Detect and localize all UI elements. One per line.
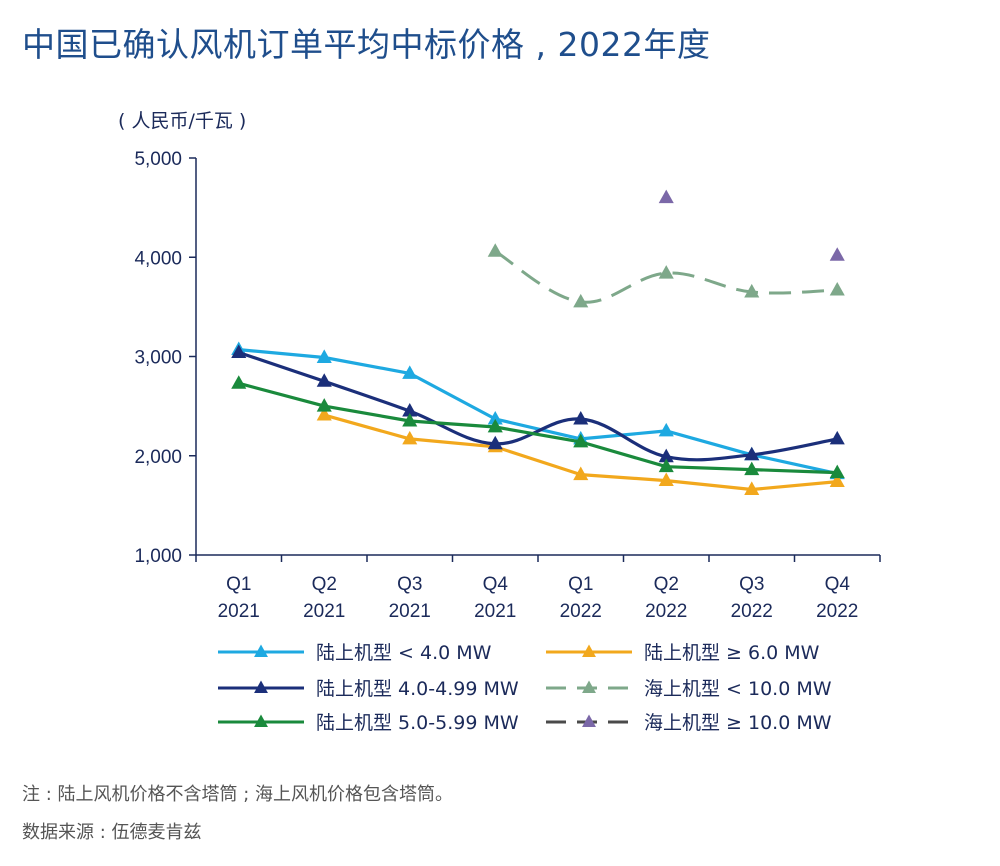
data-point-marker: [829, 473, 845, 488]
data-point-marker: [658, 265, 674, 279]
legend-marker: [582, 644, 596, 658]
data-point-marker: [316, 398, 332, 412]
x-tick-label-year: 2022: [731, 601, 773, 622]
legend-marker: [254, 680, 268, 694]
data-point-marker: [487, 418, 503, 433]
legend-label: 海上机型 < 10.0 MW: [644, 678, 832, 700]
data-point-marker: [487, 243, 503, 257]
legend-marker: [582, 714, 596, 728]
series-line: [494, 250, 838, 304]
legend-label: 陆上机型 ≥ 6.0 MW: [644, 642, 820, 664]
data-point-marker: [573, 433, 589, 448]
series-line: [238, 381, 838, 475]
line-chart: 1,000 2,000 3,000 4,000 5,000 Q1 2021 Q2 2021 Q3 2…: [134, 149, 881, 734]
legend-label: 陆上机型 5.0-5.99 MW: [316, 712, 519, 734]
y-tick-label: 3,000: [134, 348, 182, 369]
data-point-marker: [316, 349, 332, 363]
legend-label: 陆上机型 < 4.0 MW: [316, 642, 492, 664]
legend-label: 陆上机型 4.0-4.99 MW: [316, 678, 519, 700]
data-point-marker: [744, 283, 760, 298]
y-axis-unit-label: ( 人民币/千瓦 ): [118, 110, 247, 132]
data-point-marker: [487, 410, 503, 425]
series-line: [238, 350, 838, 462]
data-point-marker: [316, 406, 332, 421]
data-point-marker: [829, 430, 845, 445]
legend-item: 海上机型 < 10.0 MW: [546, 678, 832, 700]
y-tick-label: 4,000: [134, 248, 182, 269]
x-tick-label-year: 2021: [389, 601, 431, 622]
legend-marker: [254, 714, 268, 728]
data-point-marker: [829, 464, 845, 479]
data-point-marker: [829, 247, 845, 261]
x-tick-label-year: 2021: [218, 601, 260, 622]
series-6: [658, 189, 845, 261]
data-point-marker: [744, 481, 760, 495]
series-line: [238, 348, 838, 476]
x-tick-label-quarter: Q1: [568, 574, 593, 595]
data-point-marker: [231, 344, 247, 358]
series-5: [231, 375, 845, 479]
x-tick-label-quarter: Q3: [397, 574, 422, 595]
data-point-marker: [744, 446, 760, 461]
data-point-marker: [658, 458, 674, 473]
data-point-marker: [658, 472, 674, 487]
legend-label: 海上机型 ≥ 10.0 MW: [644, 712, 832, 734]
legend-item: 陆上机型 4.0-4.99 MW: [218, 678, 519, 700]
legend-marker: [582, 680, 596, 694]
data-point-marker: [573, 410, 589, 425]
data-point-marker: [402, 412, 418, 427]
y-tick-label: 1,000: [134, 546, 182, 567]
data-point-marker: [231, 375, 247, 389]
data-point-marker: [658, 448, 674, 463]
series-3: [231, 344, 845, 463]
data-point-marker: [829, 281, 845, 296]
x-tick-label-year: 2022: [560, 601, 602, 622]
x-tick-label-year: 2022: [645, 601, 687, 622]
legend-item: 陆上机型 ≥ 6.0 MW: [546, 642, 820, 664]
y-tick-label: 2,000: [134, 447, 182, 468]
data-point-marker: [487, 435, 503, 450]
data-source: 数据来源 : 伍德麦肯兹: [22, 822, 202, 843]
data-point-marker: [402, 430, 418, 445]
data-point-marker: [573, 293, 589, 308]
chart-title: 中国已确认风机订单平均中标价格 , 2022年度: [22, 25, 711, 64]
legend-item: 陆上机型 5.0-5.99 MW: [218, 712, 519, 734]
legend-item: 海上机型 ≥ 10.0 MW: [546, 712, 832, 734]
data-point-marker: [658, 422, 674, 437]
legend-marker: [254, 644, 268, 658]
x-tick-label-quarter: Q4: [483, 574, 509, 595]
x-tick-label-quarter: Q1: [226, 574, 251, 595]
y-tick-label: 5,000: [134, 149, 182, 170]
data-point-marker: [316, 373, 332, 387]
footnote: 注 : 陆上风机价格不含塔筒 ; 海上风机价格包含塔筒。: [22, 784, 454, 805]
x-tick-label-quarter: Q2: [654, 574, 679, 595]
data-point-marker: [658, 189, 674, 204]
series-4: [487, 243, 845, 308]
x-tick-label-quarter: Q2: [312, 574, 337, 595]
data-point-marker: [402, 403, 418, 417]
x-tick-label-year: 2022: [816, 601, 858, 622]
data-point-marker: [744, 461, 760, 476]
x-tick-label-quarter: Q4: [825, 574, 851, 595]
x-tick-label-year: 2021: [474, 601, 516, 622]
x-tick-label-year: 2021: [303, 601, 345, 622]
x-tick-label-quarter: Q3: [739, 574, 764, 595]
data-point-marker: [573, 466, 589, 481]
legend-item: 陆上机型 < 4.0 MW: [218, 642, 492, 664]
data-point-marker: [402, 365, 418, 379]
